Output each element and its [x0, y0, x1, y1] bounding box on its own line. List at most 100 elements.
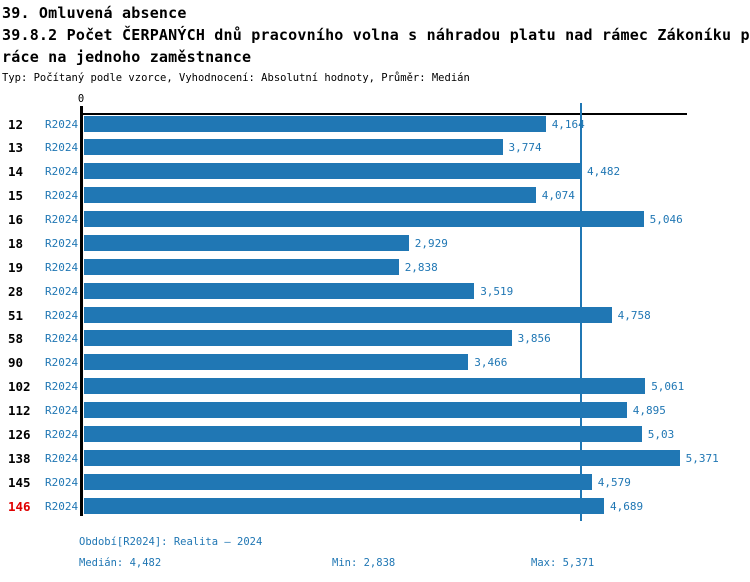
row-category-label: 28: [8, 283, 24, 299]
bar-value-label: 5,371: [685, 451, 719, 465]
bar-value-label: 3,519: [480, 284, 514, 298]
bar-value-label: 3,856: [517, 332, 551, 346]
bar: [84, 115, 546, 132]
chart-row: 13 R2024 3,774: [0, 139, 750, 156]
bar: [84, 425, 642, 442]
chart-row: 19 R2024 2,838: [0, 258, 750, 275]
row-series-label: R2024: [45, 141, 79, 155]
row-category-label: 18: [8, 235, 24, 251]
row-series-label: R2024: [45, 213, 79, 227]
bar: [84, 354, 469, 371]
row-series-label: R2024: [45, 356, 79, 370]
row-series-label: R2024: [45, 499, 79, 513]
bar-value-label: 4,758: [617, 308, 651, 322]
row-series-label: R2024: [45, 236, 79, 250]
chart-row: 16 R2024 5,046: [0, 211, 750, 228]
row-series-label: R2024: [45, 404, 79, 418]
bar-value-label: 4,074: [541, 189, 575, 203]
indicator-title-line-1: 39.8.2 Počet ČERPANÝCH dnů pracovního vo…: [2, 26, 750, 44]
row-category-label: 90: [8, 355, 24, 371]
row-category-label: 13: [8, 140, 24, 156]
bar: [84, 306, 612, 323]
row-category-label: 102: [8, 379, 31, 395]
footer-min: Min: 2,838: [332, 557, 396, 569]
bar: [84, 282, 475, 299]
row-series-label: R2024: [45, 284, 79, 298]
indicator-title-line-2: ráce na jednoho zaměstnance: [2, 48, 252, 66]
chart-row: 90 R2024 3,466: [0, 354, 750, 371]
x-axis-zero-tick-label: 0: [77, 93, 85, 105]
row-category-label: 138: [8, 450, 31, 466]
chart-row: 14 R2024 4,482: [0, 163, 750, 180]
chart-row: 12 R2024 4,164: [0, 115, 750, 132]
bar: [84, 330, 512, 347]
row-category-label: 51: [8, 307, 24, 323]
bar: [84, 211, 644, 228]
row-series-label: R2024: [45, 451, 79, 465]
row-series-label: R2024: [45, 380, 79, 394]
bar: [84, 449, 680, 466]
footer-period: Období[R2024]: Realita – 2024: [79, 536, 263, 548]
chart-row: 146 R2024 4,689: [0, 497, 750, 514]
bar: [84, 187, 536, 204]
row-category-label: 12: [8, 116, 24, 132]
bar: [84, 139, 503, 156]
row-category-label: 14: [8, 164, 24, 180]
row-category-label: 126: [8, 426, 31, 442]
row-series-label: R2024: [45, 189, 79, 203]
bar: [84, 234, 409, 251]
row-category-label: 58: [8, 331, 24, 347]
bar: [84, 378, 646, 395]
indicator-meta: Typ: Počítaný podle vzorce, Vyhodnocení:…: [2, 72, 470, 84]
chart-row: 145 R2024 4,579: [0, 473, 750, 490]
report-header: 39. Omluvená absence 39.8.2 Počet ČERPAN…: [2, 2, 750, 85]
x-axis-line: [80, 113, 687, 115]
chart-row: 28 R2024 3,519: [0, 282, 750, 299]
bar-value-label: 3,774: [508, 141, 542, 155]
row-series-label: R2024: [45, 165, 79, 179]
row-series-label: R2024: [45, 117, 79, 131]
chart-row: 138 R2024 5,371: [0, 449, 750, 466]
footer-median: Medián: 4,482: [79, 557, 162, 569]
bar-value-label: 4,579: [597, 475, 631, 489]
footer-max: Max: 5,371: [531, 557, 595, 569]
chart-row: 51 R2024 4,758: [0, 306, 750, 323]
bar-value-label: 5,03: [647, 427, 675, 441]
chart-row: 18 R2024 2,929: [0, 234, 750, 251]
bar-value-label: 2,929: [414, 236, 448, 250]
chart-row: 126 R2024 5,03: [0, 425, 750, 442]
row-category-label: 146: [8, 498, 31, 514]
row-category-label: 15: [8, 188, 24, 204]
bar-value-label: 4,895: [632, 404, 666, 418]
bar: [84, 402, 627, 419]
row-category-label: 19: [8, 259, 24, 275]
chart-row: 102 R2024 5,061: [0, 378, 750, 395]
bar: [84, 497, 604, 514]
row-category-label: 16: [8, 212, 24, 228]
bar-value-label: 4,164: [551, 117, 585, 131]
bar-value-label: 4,482: [587, 165, 621, 179]
row-series-label: R2024: [45, 260, 79, 274]
row-category-label: 145: [8, 474, 31, 490]
report-section-title: 39. Omluvená absence: [2, 4, 187, 22]
bar-value-label: 4,689: [610, 499, 644, 513]
bar: [84, 473, 592, 490]
row-series-label: R2024: [45, 427, 79, 441]
bar-value-label: 3,466: [474, 356, 508, 370]
bar-value-label: 2,838: [404, 260, 438, 274]
bar: [84, 258, 399, 275]
y-axis-line: [80, 106, 83, 516]
row-series-label: R2024: [45, 332, 79, 346]
chart-row: 112 R2024 4,895: [0, 402, 750, 419]
row-series-label: R2024: [45, 475, 79, 489]
row-series-label: R2024: [45, 308, 79, 322]
chart-row: 15 R2024 4,074: [0, 187, 750, 204]
chart-row: 58 R2024 3,856: [0, 330, 750, 347]
bar: [84, 163, 581, 180]
bar-value-label: 5,061: [651, 380, 685, 394]
bar-value-label: 5,046: [649, 213, 683, 227]
row-category-label: 112: [8, 403, 31, 419]
